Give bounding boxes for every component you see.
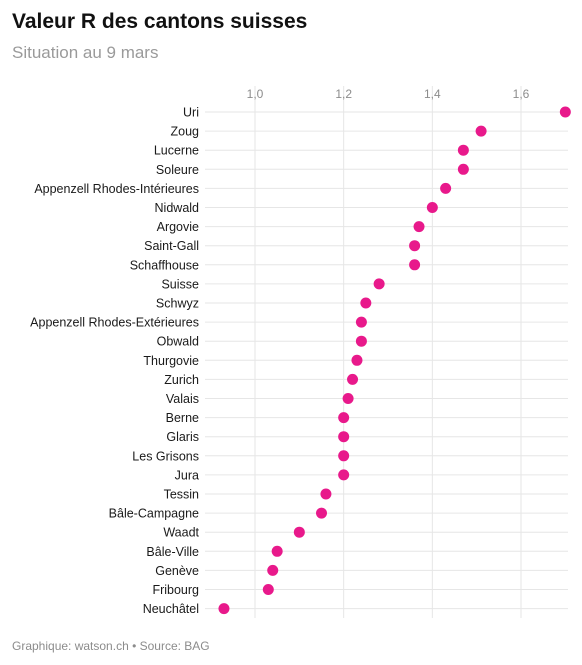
data-point	[373, 278, 385, 290]
category-label: Berne	[166, 411, 199, 425]
data-point	[475, 125, 487, 137]
category-label: Appenzell Rhodes-Intérieures	[34, 182, 199, 196]
category-label: Appenzell Rhodes-Extérieures	[30, 316, 199, 330]
category-label: Schaffhouse	[130, 258, 199, 272]
data-point	[316, 507, 327, 519]
data-point	[218, 603, 230, 615]
category-label: Neuchâtel	[143, 602, 199, 616]
data-point	[338, 450, 350, 462]
x-tick-label: 1,4	[424, 87, 441, 101]
data-point	[338, 469, 350, 481]
chart-title: Valeur R des cantons suisses	[12, 10, 308, 33]
category-label: Fribourg	[152, 583, 199, 597]
source-credit: Graphique: watson.ch • Source: BAG	[12, 639, 210, 653]
data-point	[355, 335, 367, 347]
chart-subtitle: Situation au 9 mars	[12, 43, 159, 62]
category-label: Valais	[166, 392, 199, 406]
data-point	[409, 240, 421, 252]
category-label: Tessin	[164, 488, 199, 502]
category-label: Zoug	[171, 125, 200, 139]
dot-plot-chart: 1,0 1,2 1,4 1,6 Uri Zoug Lucerne Soleure Appenz…	[30, 86, 571, 618]
category-label: Uri	[183, 106, 199, 120]
data-point	[262, 584, 274, 595]
category-label: Argovie	[157, 220, 199, 234]
category-label: Waadt	[163, 526, 199, 540]
category-label: Les Grisons	[132, 449, 199, 463]
data-point	[347, 373, 359, 385]
data-point	[338, 412, 350, 424]
data-points	[218, 106, 571, 615]
category-label: Lucerne	[154, 144, 199, 158]
data-point	[360, 297, 372, 309]
category-label: Bâle-Ville	[146, 545, 199, 559]
data-point	[271, 545, 283, 557]
category-label: Schwyz	[156, 297, 199, 311]
category-label: Jura	[175, 468, 199, 482]
category-label: Genève	[155, 564, 199, 578]
data-point	[351, 354, 363, 366]
data-point	[293, 526, 305, 538]
x-axis-ticks: 1,0 1,2 1,4 1,6	[247, 87, 530, 101]
data-point	[355, 316, 367, 328]
data-point	[320, 488, 332, 500]
data-point	[457, 163, 469, 175]
category-label: Glaris	[166, 430, 199, 444]
grid-layer	[205, 86, 568, 618]
data-point	[426, 202, 438, 213]
category-label: Saint-Gall	[144, 239, 199, 253]
data-point	[267, 564, 279, 576]
category-label: Zurich	[164, 373, 199, 387]
category-label: Thurgovie	[143, 354, 199, 368]
data-point	[338, 431, 350, 443]
category-label: Suisse	[161, 277, 199, 291]
data-point	[342, 393, 354, 404]
data-point	[409, 259, 421, 271]
data-point	[457, 144, 469, 156]
data-point	[413, 221, 425, 233]
category-label: Bâle-Campagne	[109, 507, 199, 521]
x-tick-label: 1,2	[335, 87, 352, 101]
category-labels: Uri Zoug Lucerne Soleure Appenzell Rhodes-In…	[30, 106, 199, 617]
x-tick-label: 1,6	[513, 87, 530, 101]
category-label: Soleure	[156, 163, 199, 177]
category-label: Nidwald	[155, 201, 200, 215]
data-point	[559, 106, 571, 118]
x-tick-label: 1,0	[247, 87, 264, 101]
data-point	[440, 182, 452, 194]
category-label: Obwald	[157, 335, 199, 349]
